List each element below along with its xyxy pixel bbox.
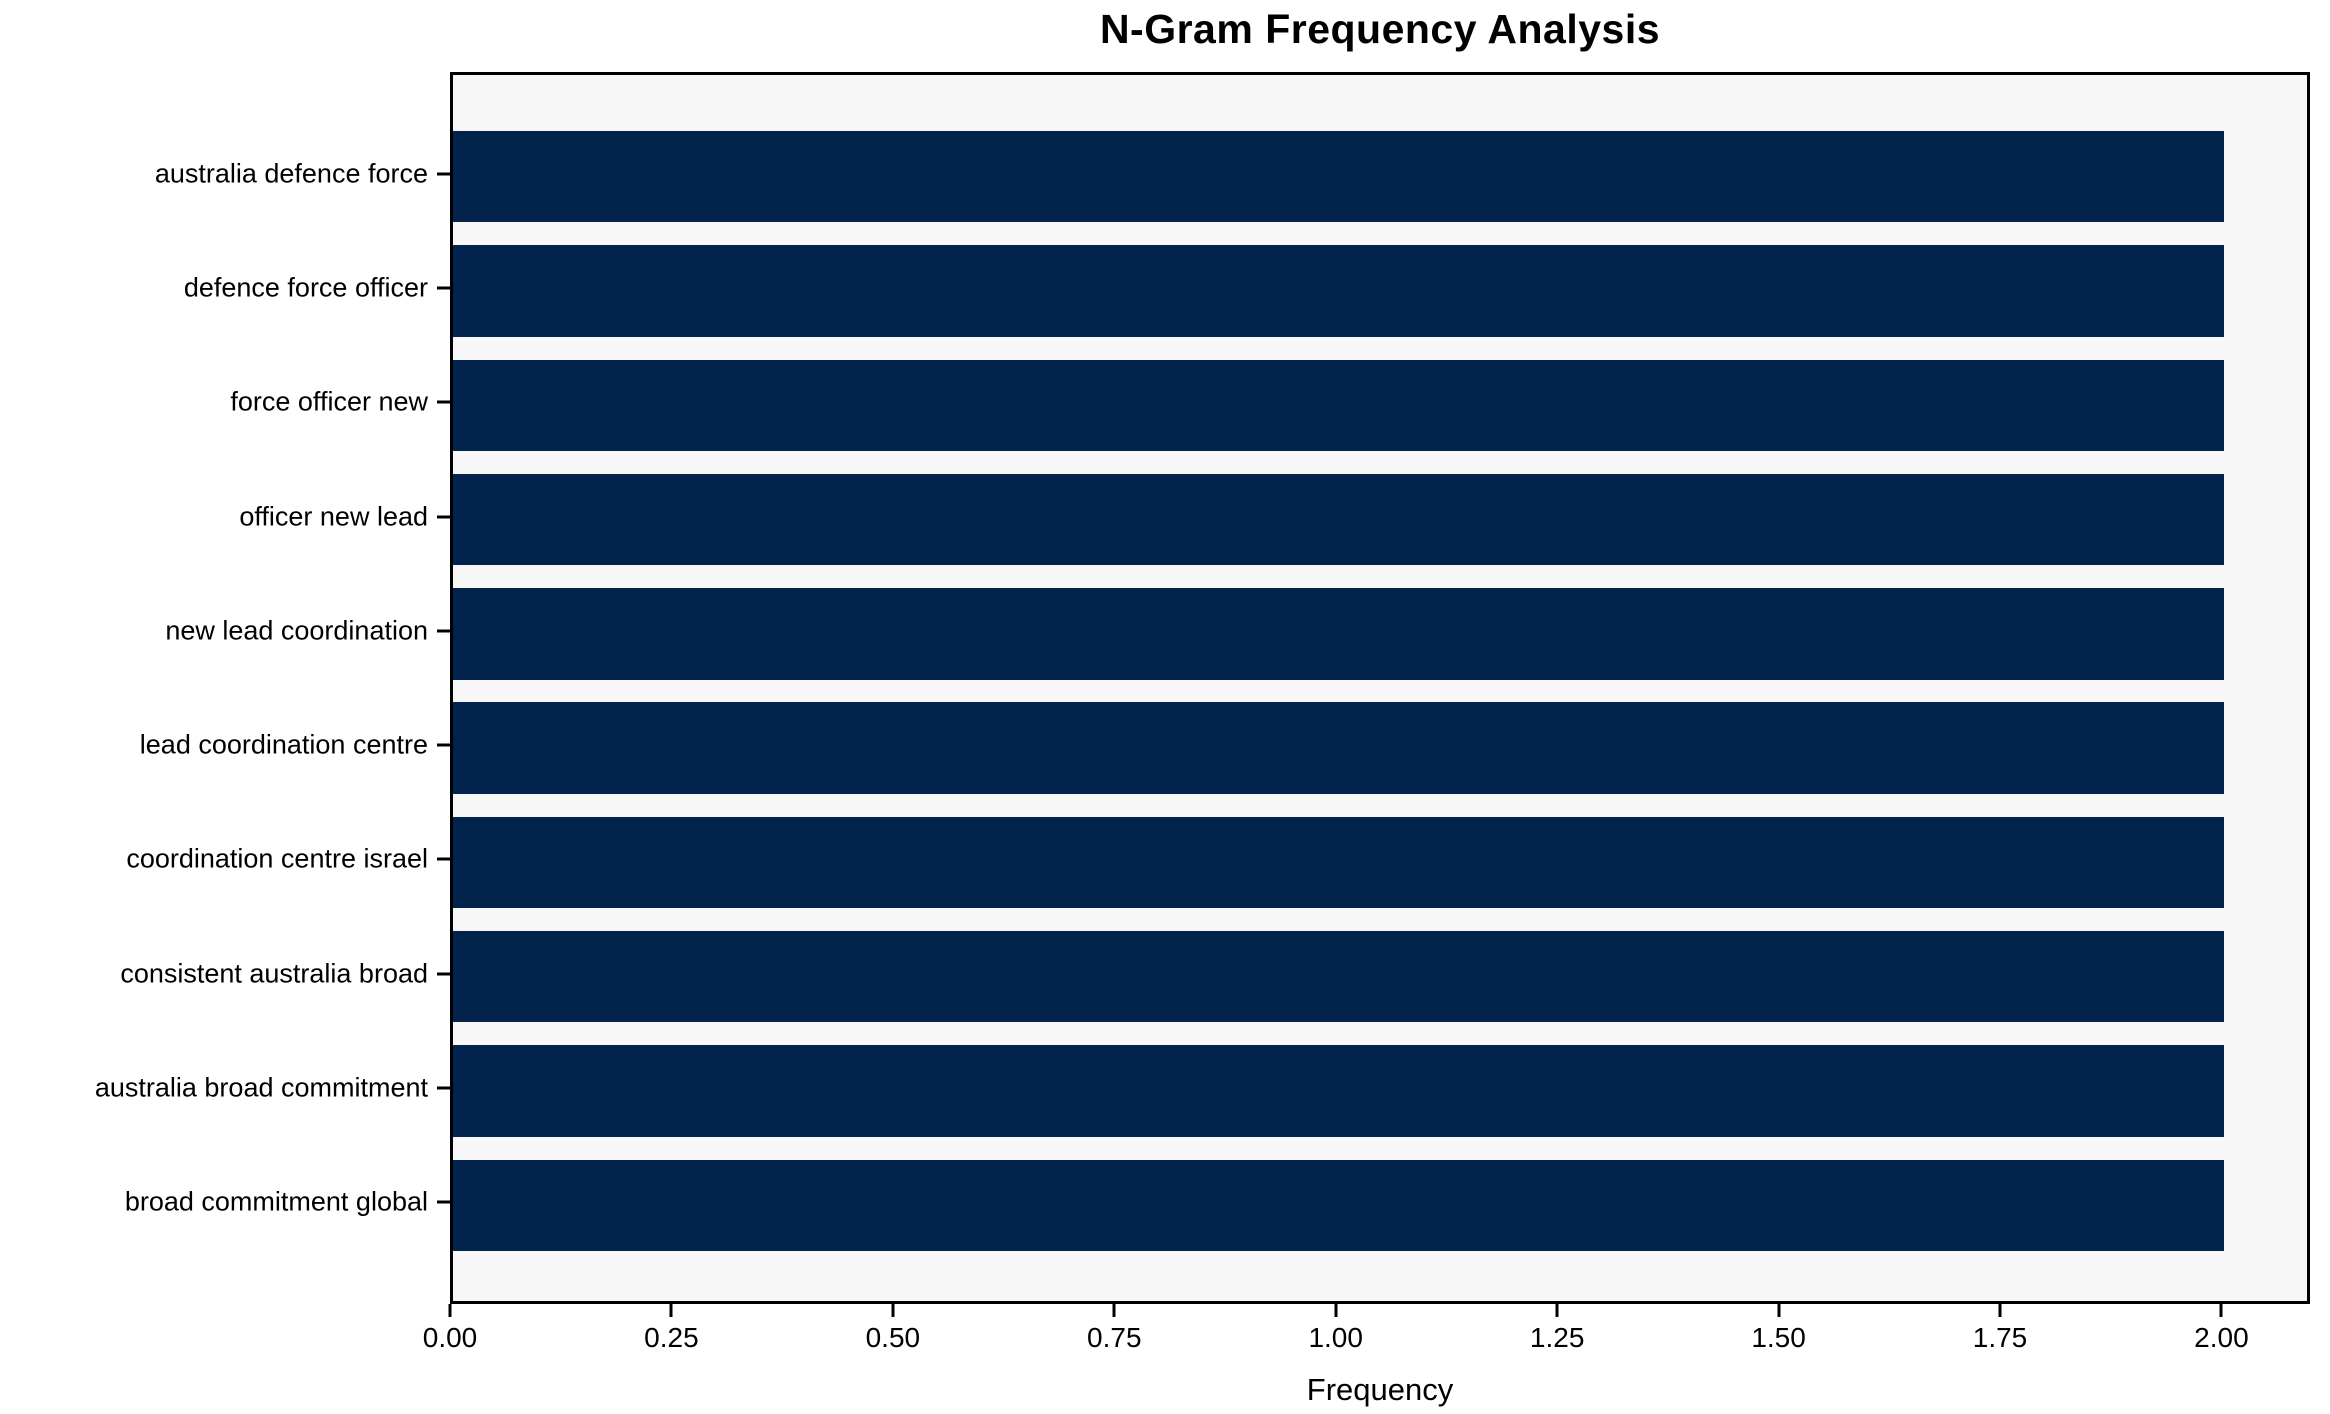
- y-tick-mark: [437, 629, 450, 633]
- y-tick-mark: [437, 286, 450, 290]
- y-tick-label: broad commitment global: [124, 1186, 428, 1217]
- plot-area: [450, 72, 2310, 1304]
- y-tick-mark: [437, 972, 450, 976]
- y-tick-label: coordination centre israel: [126, 843, 428, 874]
- x-tick-mark: [2219, 1304, 2223, 1317]
- x-tick-mark: [1998, 1304, 2002, 1317]
- bar: [453, 931, 2225, 1023]
- y-tick-mark: [437, 400, 450, 404]
- y-tick-mark: [437, 172, 450, 176]
- chart-title: N-Gram Frequency Analysis: [1099, 6, 1661, 52]
- x-tick-mark: [1112, 1304, 1116, 1317]
- x-tick-mark: [1555, 1304, 1559, 1317]
- x-tick-label: 0.25: [644, 1322, 699, 1353]
- x-tick-label: 1.00: [1308, 1322, 1363, 1353]
- bar: [453, 816, 2225, 909]
- y-tick-label: lead coordination centre: [139, 729, 428, 760]
- x-tick-label: 1.75: [1972, 1322, 2028, 1353]
- x-tick-mark: [891, 1304, 895, 1317]
- bar: [453, 473, 2225, 566]
- y-tick-label: defence force officer: [183, 272, 428, 303]
- y-tick-mark: [437, 857, 450, 861]
- bar: [453, 245, 2225, 337]
- x-axis-title: Frequency: [1306, 1372, 1454, 1407]
- bar: [453, 131, 2225, 223]
- bar: [453, 1045, 2225, 1137]
- y-tick-label: force officer new: [230, 386, 428, 417]
- bar: [453, 588, 2225, 680]
- x-tick-label: 1.25: [1529, 1322, 1585, 1353]
- bar: [453, 1159, 2225, 1251]
- y-tick-label: officer new lead: [239, 501, 428, 532]
- y-tick-label: new lead coordination: [165, 615, 428, 646]
- x-tick-mark: [669, 1304, 673, 1317]
- x-tick-label: 0.75: [1087, 1322, 1142, 1353]
- y-tick-label: consistent australia broad: [120, 958, 428, 989]
- y-tick-mark: [437, 1086, 450, 1090]
- bar: [453, 359, 2225, 451]
- x-tick-mark: [1334, 1304, 1338, 1317]
- y-tick-mark: [437, 743, 450, 747]
- x-tick-label: 2.00: [2194, 1322, 2249, 1353]
- x-tick-label: 1.50: [1751, 1322, 1806, 1353]
- x-tick-label: 0.00: [422, 1322, 478, 1353]
- x-tick-label: 0.50: [865, 1322, 921, 1353]
- x-tick-mark: [448, 1304, 452, 1317]
- y-tick-mark: [437, 515, 450, 519]
- y-tick-mark: [437, 1200, 450, 1204]
- x-tick-mark: [1777, 1304, 1781, 1317]
- bar: [453, 702, 2225, 794]
- y-tick-label: australia defence force: [154, 158, 428, 189]
- y-tick-label: australia broad commitment: [94, 1072, 428, 1103]
